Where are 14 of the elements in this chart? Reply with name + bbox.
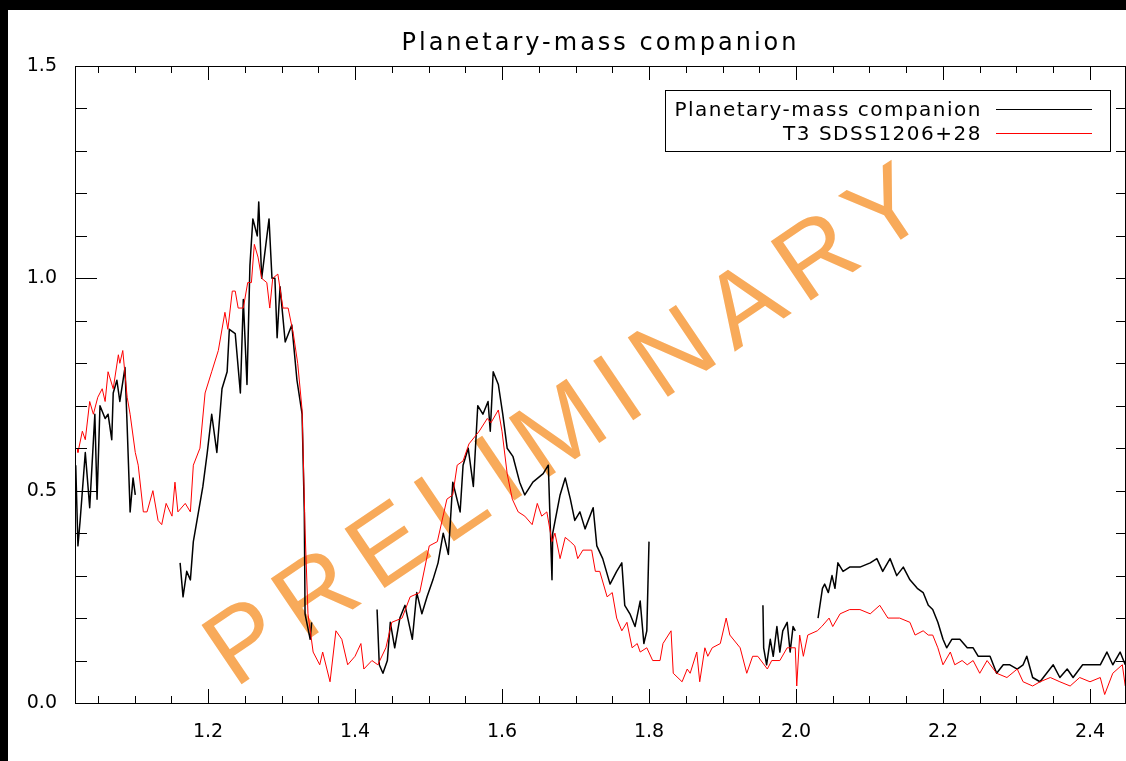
x-tick-label: 1.4 bbox=[339, 719, 371, 742]
legend-label: T3 SDSS1206+28 bbox=[783, 121, 982, 145]
x-tick-label: 2.0 bbox=[780, 719, 812, 742]
chart-title: Planetary-mass companion bbox=[400, 28, 801, 56]
y-tick-label: 0.5 bbox=[26, 477, 57, 500]
legend-label: Planetary-mass companion bbox=[674, 97, 982, 121]
x-tick-label: 2.2 bbox=[927, 719, 959, 742]
x-tick-label: 1.2 bbox=[192, 719, 224, 742]
y-tick-label: 1.5 bbox=[26, 52, 57, 75]
y-tick-label: 0.0 bbox=[26, 689, 57, 712]
x-tick-label: 2.4 bbox=[1074, 719, 1106, 742]
x-tick-label: 1.8 bbox=[633, 719, 665, 742]
x-tick-label: 1.6 bbox=[486, 719, 518, 742]
y-tick-label: 1.0 bbox=[26, 265, 57, 288]
